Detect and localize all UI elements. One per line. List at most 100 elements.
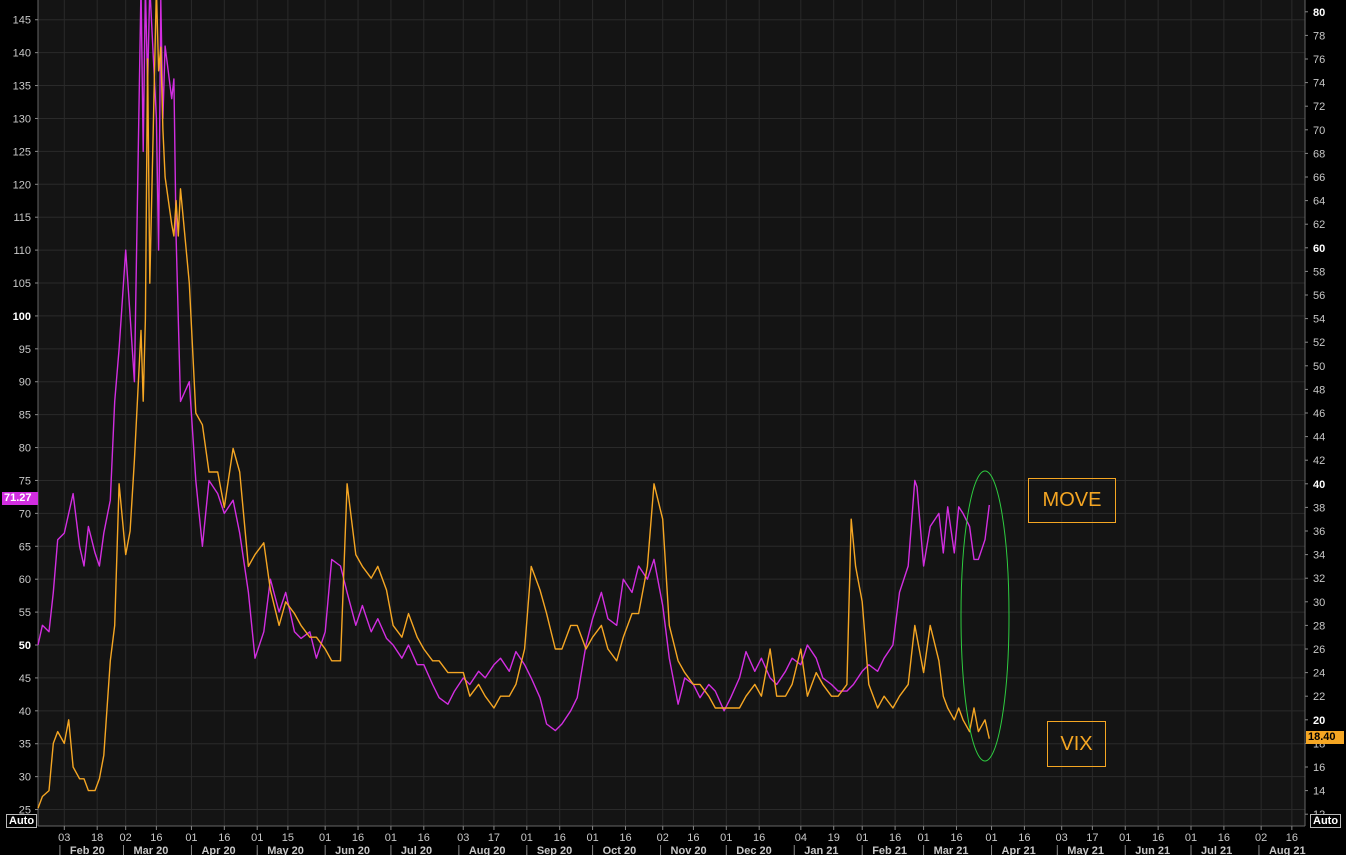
right-tick-label: 72	[1313, 101, 1325, 113]
right-tick-label: 48	[1313, 384, 1325, 396]
x-day-tick-label: 17	[1086, 832, 1098, 844]
right-tick-label: 50	[1313, 361, 1325, 373]
x-day-tick-label: 16	[1152, 832, 1164, 844]
x-day-tick-label: 03	[1056, 832, 1068, 844]
left-tick-label: 60	[19, 574, 31, 586]
left-tick-label: 40	[19, 706, 31, 718]
right-tick-label: 14	[1313, 786, 1325, 798]
right-tick-label: 74	[1313, 78, 1325, 90]
left-tick-label: 110	[13, 245, 31, 257]
x-month-label: Feb 21	[872, 845, 907, 855]
x-month-label: Aug 21	[1269, 845, 1306, 855]
left-tick-label: 145	[13, 15, 31, 27]
x-month-label: Apr 21	[1002, 845, 1036, 855]
x-day-tick-label: 03	[457, 832, 469, 844]
x-day-tick-label: 01	[586, 832, 598, 844]
right-tick-label: 36	[1313, 526, 1325, 538]
right-tick-label: 60	[1313, 243, 1325, 255]
left-tick-label: 140	[13, 48, 31, 60]
left-tick-label: 80	[19, 443, 31, 455]
right-tick-label: 16	[1313, 762, 1325, 774]
right-tick-label: 78	[1313, 30, 1325, 42]
x-day-tick-label: 16	[150, 832, 162, 844]
left-tick-label: 90	[19, 377, 31, 389]
left-tick-label: 55	[19, 607, 31, 619]
grid	[38, 0, 1305, 826]
left-tick-label: 25	[19, 805, 31, 817]
x-day-tick-label: 02	[1255, 832, 1267, 844]
right-tick-label: 68	[1313, 148, 1325, 160]
x-month-label: May 20	[267, 845, 304, 855]
x-day-tick-label: 16	[218, 832, 230, 844]
left-tick-label: 125	[13, 146, 31, 158]
x-month-label: Mar 21	[934, 845, 969, 855]
left-tick-label: 115	[13, 212, 31, 224]
left-tick-label: 135	[13, 81, 31, 93]
auto-left-label: Auto	[9, 815, 35, 827]
x-day-tick-label: 15	[282, 832, 294, 844]
auto-right-label: Auto	[1313, 815, 1339, 827]
left-tick-label: 65	[19, 541, 31, 553]
x-day-tick-label: 02	[120, 832, 132, 844]
vix-annotation-label: VIX	[1060, 732, 1093, 755]
x-day-tick-label: 16	[352, 832, 364, 844]
x-day-tick-label: 16	[950, 832, 962, 844]
vix-last-value-tag: 18.40	[1306, 731, 1344, 744]
right-tick-label: 42	[1313, 455, 1325, 467]
x-day-tick-label: 18	[91, 832, 103, 844]
left-tick-label: 120	[13, 179, 31, 191]
move-last-value: 71.27	[4, 492, 32, 504]
x-day-tick-label: 01	[1119, 832, 1131, 844]
left-tick-label: 105	[13, 278, 31, 290]
right-tick-label: 44	[1313, 432, 1325, 444]
x-day-tick-label: 16	[687, 832, 699, 844]
right-tick-label: 76	[1313, 54, 1325, 66]
x-day-tick-label: 19	[828, 832, 840, 844]
x-day-tick-label: 16	[1218, 832, 1230, 844]
right-tick-label: 30	[1313, 597, 1325, 609]
left-tick-label: 85	[19, 410, 31, 422]
auto-right-button[interactable]: Auto	[1310, 814, 1342, 828]
left-tick-label: 50	[19, 640, 31, 652]
right-tick-label: 40	[1313, 479, 1325, 491]
right-tick-label: 62	[1313, 219, 1325, 231]
right-tick-label: 56	[1313, 290, 1325, 302]
x-month-label: Dec 20	[736, 845, 771, 855]
x-month-label: Jun 20	[335, 845, 370, 855]
x-month-label: Aug 20	[469, 845, 506, 855]
x-month-label: Jun 21	[1135, 845, 1170, 855]
x-day-tick-label: 02	[657, 832, 669, 844]
x-day-tick-label: 16	[554, 832, 566, 844]
series-line-vix	[37, 0, 990, 809]
x-day-tick-label: 16	[1286, 832, 1298, 844]
right-tick-label: 52	[1313, 337, 1325, 349]
x-month-label: Sep 20	[537, 845, 572, 855]
left-tick-label: 70	[19, 508, 31, 520]
x-month-label: Apr 20	[201, 845, 235, 855]
auto-left-button[interactable]: Auto	[6, 814, 38, 828]
right-tick-label: 66	[1313, 172, 1325, 184]
right-tick-label: 64	[1313, 196, 1325, 208]
x-day-tick-label: 16	[619, 832, 631, 844]
x-day-tick-label: 17	[488, 832, 500, 844]
x-day-tick-label: 01	[856, 832, 868, 844]
right-tick-label: 38	[1313, 502, 1325, 514]
plot-area	[38, 0, 1305, 826]
right-tick-label: 34	[1313, 550, 1325, 562]
x-day-tick-label: 01	[319, 832, 331, 844]
x-day-tick-label: 01	[185, 832, 197, 844]
x-day-tick-label: 01	[917, 832, 929, 844]
right-tick-label: 22	[1313, 691, 1325, 703]
left-tick-label: 30	[19, 772, 31, 784]
right-tick-label: 28	[1313, 620, 1325, 632]
left-tick-label: 100	[13, 311, 31, 323]
vix-last-value: 18.40	[1308, 731, 1336, 743]
left-axis: 25 30 35 40 45 50 55 60 65 70 75 80 85 90 95 100 105 110 1…	[13, 0, 39, 826]
move-last-value-tag: 71.27	[2, 492, 38, 505]
x-month-label: Nov 20	[671, 845, 707, 855]
x-month-label: Jan 21	[804, 845, 838, 855]
left-tick-label: 75	[19, 475, 31, 487]
left-tick-label: 45	[19, 673, 31, 685]
x-month-label: Jul 21	[1201, 845, 1232, 855]
x-day-tick-label: 16	[418, 832, 430, 844]
